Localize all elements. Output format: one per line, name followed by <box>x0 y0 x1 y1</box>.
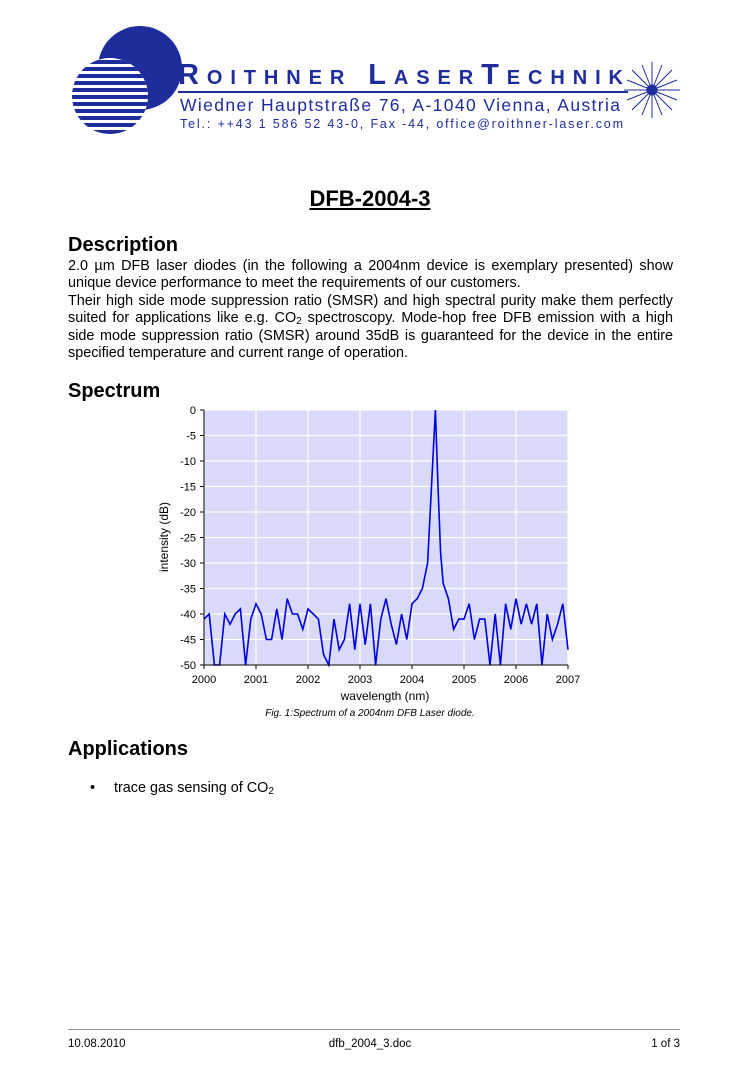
y-tick-label: -25 <box>180 533 196 545</box>
y-tick-label: -15 <box>180 482 196 494</box>
y-tick-label: -30 <box>180 558 196 570</box>
text: Their high side mode suppression ratio (… <box>68 292 673 327</box>
list-item: • trace gas sensing of CO2 <box>90 780 274 797</box>
y-tick-label: -35 <box>180 584 196 596</box>
x-tick-label: 2003 <box>348 674 372 686</box>
x-tick-label: 2004 <box>400 674 424 686</box>
footer-file: dfb_2004_3.doc <box>328 1038 412 1050</box>
x-tick-label: 2006 <box>504 674 528 686</box>
x-tick-label: 2001 <box>244 674 268 686</box>
star <box>624 62 680 118</box>
x-tick-label: 2000 <box>192 674 216 686</box>
paragraph: 2.0 µm DFB laser diodes (in the followin… <box>68 258 673 292</box>
footer-rule <box>68 1029 680 1030</box>
y-tick-label: -40 <box>180 609 196 621</box>
heading: Spectrum <box>68 380 161 402</box>
y-tick-label: -45 <box>180 635 196 647</box>
logo-stripes <box>72 58 148 134</box>
subscript: 2 <box>268 786 274 797</box>
subscript: 2 <box>296 316 302 328</box>
footer-date: 10.08.2010 <box>68 1038 126 1050</box>
text: trace gas sensing of CO <box>114 780 269 796</box>
bullet: • <box>90 780 96 796</box>
footer-page: 1 of 3 <box>651 1038 680 1050</box>
paragraph: Their high side mode suppression ratio (… <box>68 293 673 363</box>
text: spectroscopy. Mode-hop free DFB emission… <box>68 310 673 362</box>
x-tick-label: 2002 <box>296 674 320 686</box>
title: DFB-2004-3 <box>309 186 431 211</box>
y-axis-label: intensity (dB) <box>157 502 171 572</box>
y-tick-label: -20 <box>180 507 196 519</box>
y-tick-label: -50 <box>180 660 196 672</box>
y-tick-label: 0 <box>190 405 196 417</box>
y-tick-label: -5 <box>186 431 196 443</box>
address: Wiedner Hauptstraße 76, A-1040 Vienna, A… <box>180 95 620 115</box>
description: 2.0 µm DFB laser diodes (in the followin… <box>68 258 673 362</box>
heading: Description <box>68 234 179 256</box>
y-tick-label: -10 <box>180 456 196 468</box>
x-tick-label: 2007 <box>556 674 580 686</box>
chart: Fig. 1:Spectrum of a 2004nm DFB Laser di… <box>157 405 580 719</box>
spectrum-line <box>203 409 569 668</box>
x-axis-label: wavelength (nm) <box>340 689 430 703</box>
letterhead: Roithner LaserTechnik Wiedner Hauptstraß… <box>72 26 680 134</box>
x-tick-label: 2005 <box>452 674 476 686</box>
heading: Applications <box>68 738 189 760</box>
caption: Fig. 1:Spectrum of a 2004nm DFB Laser di… <box>265 708 475 719</box>
contact: Tel.: ++43 1 586 52 43-0, Fax -44, offic… <box>180 117 623 131</box>
